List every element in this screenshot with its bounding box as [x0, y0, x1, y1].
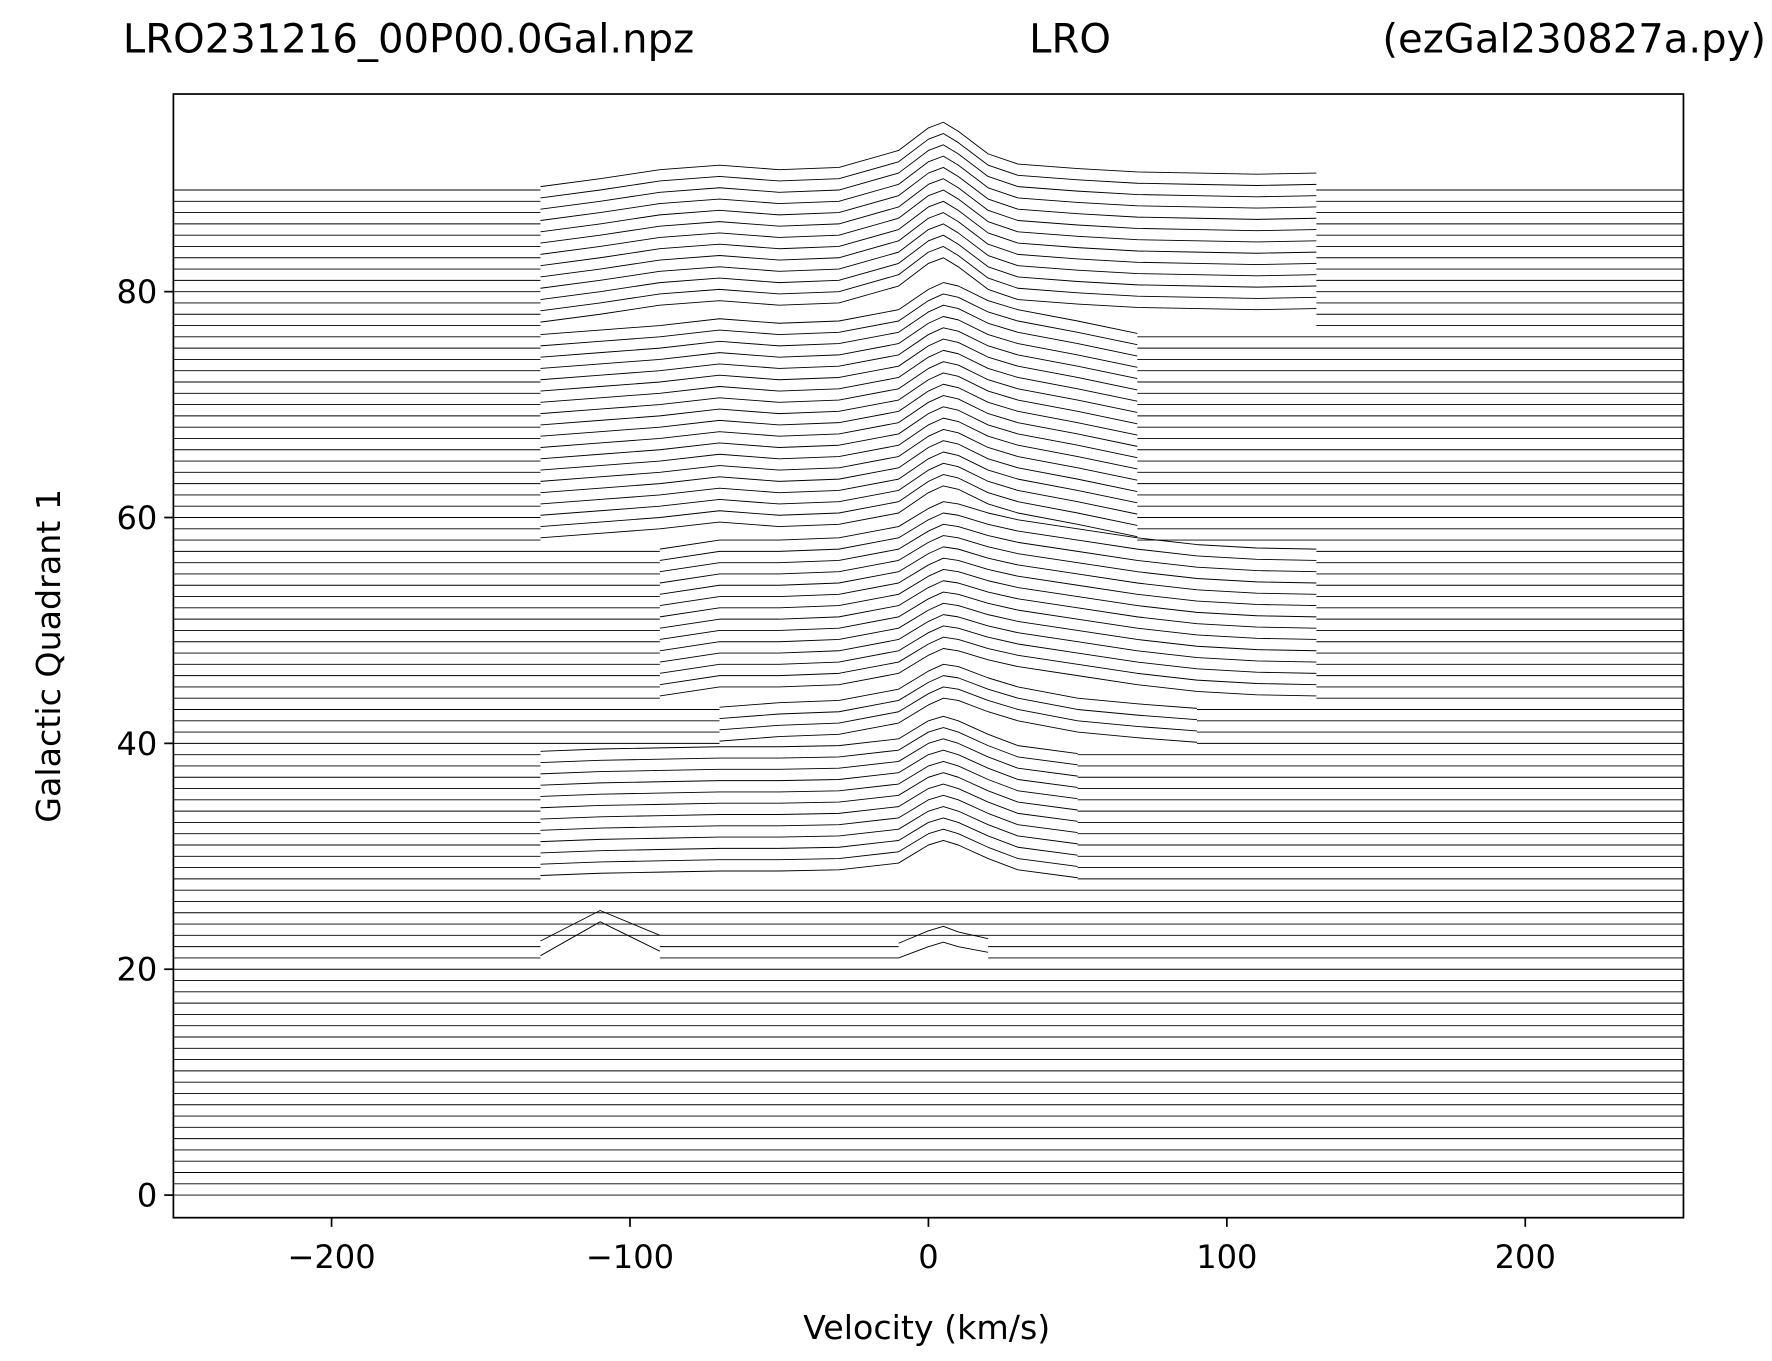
spectrum [540, 485, 1138, 539]
spectrum [540, 806, 1078, 845]
spectrum [540, 383, 1138, 437]
x-axis-label: Velocity (km/s) [803, 1308, 1050, 1347]
spectrum [540, 794, 1078, 834]
spectrum [659, 648, 1317, 697]
spectrum [659, 501, 1317, 550]
spectrum [659, 546, 1317, 595]
spectrum [540, 921, 989, 959]
spectrum [540, 474, 1138, 528]
spectrum [659, 535, 1317, 584]
spectrum [659, 602, 1317, 652]
spectrum [540, 234, 1317, 301]
x-tick-label: 0 [918, 1238, 938, 1276]
spectrum [540, 338, 1138, 392]
spectrum [540, 406, 1138, 460]
spectrum [659, 625, 1317, 674]
spectrum [659, 568, 1317, 618]
spectrum [540, 282, 1138, 336]
x-tick-label: −100 [586, 1238, 674, 1276]
spectrum [659, 580, 1317, 629]
spectrum [719, 697, 1198, 743]
chart-title-center: LRO [1029, 17, 1111, 63]
y-tick-label: 0 [137, 1177, 157, 1215]
x-tick-label: 100 [1196, 1238, 1257, 1276]
spectrum [540, 451, 1138, 505]
spectrum [540, 257, 1317, 323]
spectrum [540, 395, 1138, 448]
x-tick-label: 200 [1495, 1238, 1556, 1276]
chart-title-left: LRO231216_00P00.0Gal.npz [123, 17, 694, 63]
spectrum [540, 212, 1317, 278]
spectrum [659, 591, 1317, 640]
y-tick-label: 80 [116, 273, 157, 311]
spectrum [719, 663, 1198, 709]
spectrum [540, 783, 1078, 822]
spectrum [659, 523, 1317, 573]
spectrum [540, 178, 1317, 244]
spectrum [540, 304, 1138, 358]
spectrum [719, 675, 1198, 721]
spectrum [540, 738, 1078, 777]
spectrum [540, 372, 1138, 426]
spectrum [540, 428, 1138, 482]
spectrum [540, 727, 1078, 766]
y-tick-label: 20 [116, 951, 157, 989]
y-tick-label: 40 [116, 725, 157, 763]
spectrum [540, 817, 1078, 856]
spectrum [540, 910, 989, 944]
spectrum [540, 144, 1317, 210]
spectrum [540, 189, 1317, 255]
spectrum [540, 772, 1078, 811]
spectrum [540, 715, 1078, 754]
spectrum [540, 223, 1317, 289]
spectrum [540, 840, 1078, 879]
spectrum [540, 828, 1078, 867]
plot-frame [172, 93, 1685, 1219]
spectrum [540, 293, 1138, 347]
spectrum [540, 133, 1317, 199]
spectrum [540, 155, 1317, 221]
spectrum [540, 417, 1138, 471]
spectrum [659, 636, 1317, 686]
spectrum [540, 166, 1317, 233]
spectrum [540, 749, 1078, 788]
spectrum [540, 121, 1317, 188]
spectrum [540, 760, 1078, 800]
spectrum [659, 512, 1317, 561]
spectrum [659, 614, 1317, 663]
spectrum [719, 686, 1198, 732]
spectrum [540, 246, 1317, 312]
spectrum [540, 361, 1138, 415]
y-tick-label: 60 [116, 499, 157, 537]
spectrum [540, 440, 1138, 494]
x-tick-label: −200 [287, 1238, 375, 1276]
spectrum [540, 462, 1138, 516]
spectrum [659, 557, 1317, 607]
chart-title-right: (ezGal230827a.py) [1382, 17, 1766, 63]
spectrum [540, 349, 1138, 403]
spectrum [540, 327, 1138, 381]
spectrum [540, 200, 1317, 267]
y-axis-label: Galactic Quadrant 1 [29, 489, 68, 823]
spectrum [540, 316, 1138, 369]
